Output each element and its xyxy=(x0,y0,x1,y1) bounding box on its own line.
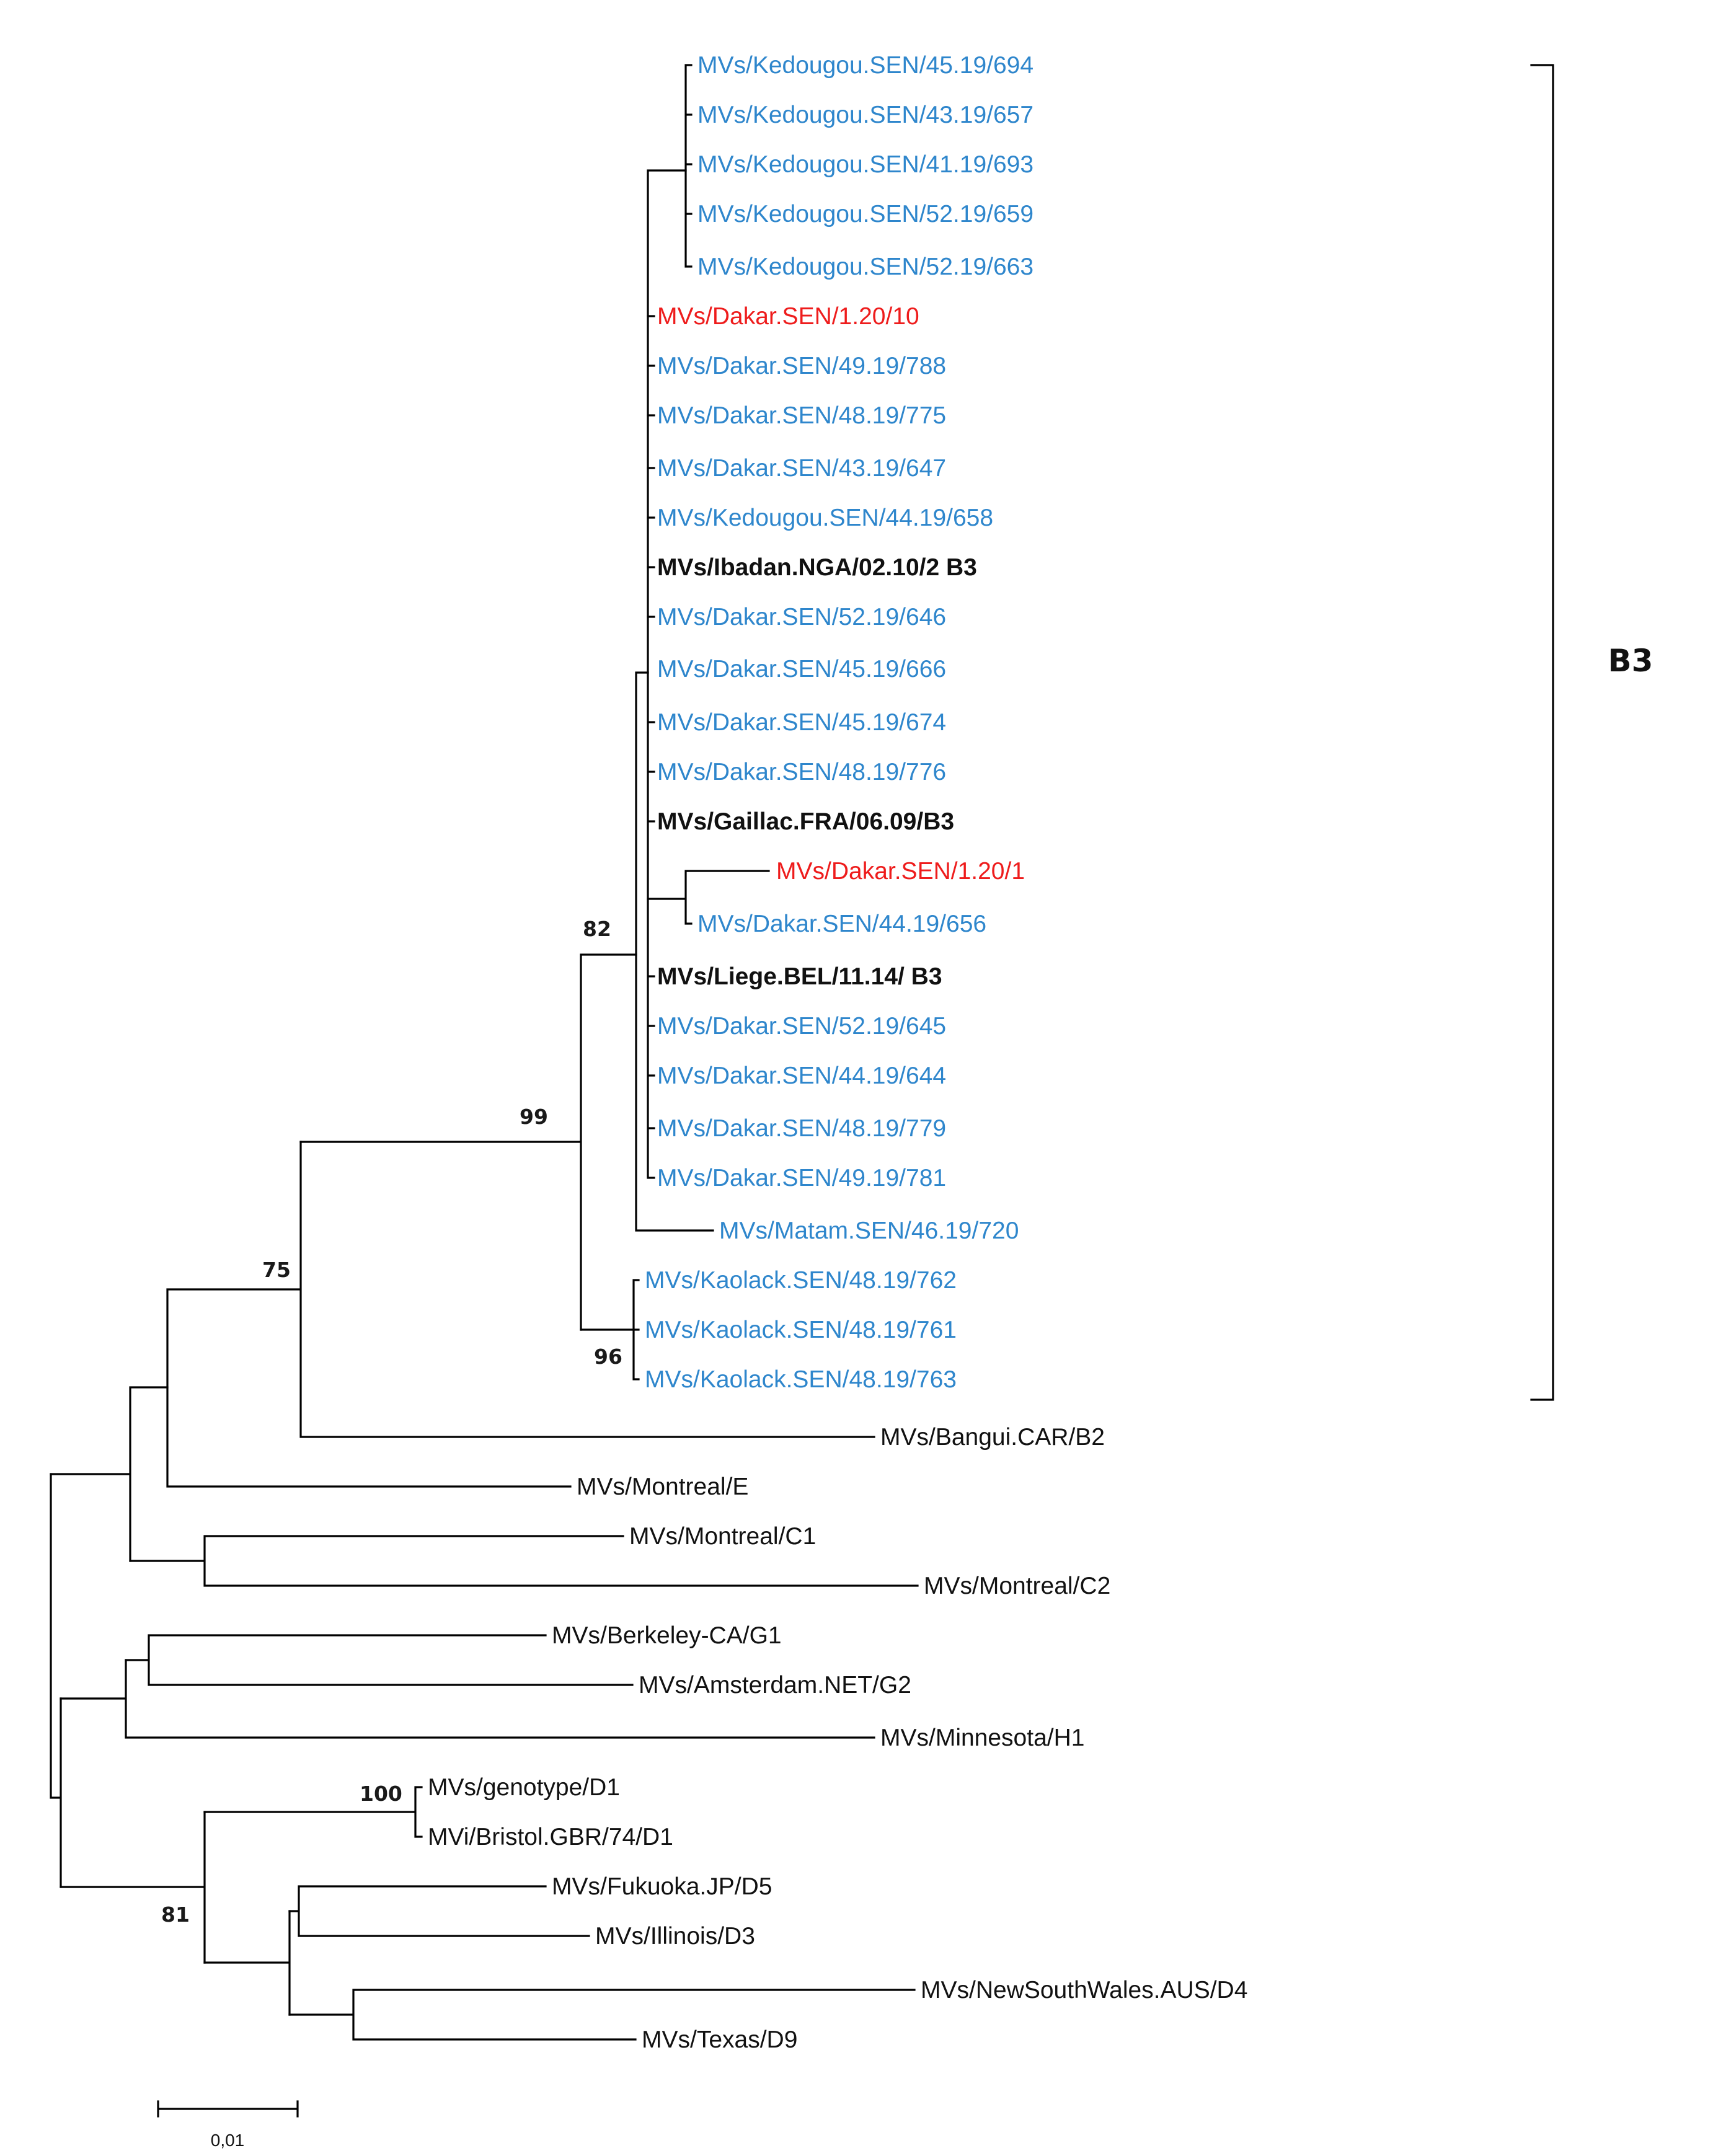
taxon-label: MVs/Kaolack.SEN/48.19/763 xyxy=(645,1366,957,1393)
branch-d1 xyxy=(203,1786,423,1838)
branch-kedougou-stem xyxy=(647,169,687,674)
taxon-label: MVs/Dakar.SEN/48.19/776 xyxy=(657,759,946,785)
taxon-label: MVs/Dakar.SEN/52.19/645 xyxy=(657,1013,946,1040)
taxon-label: MVi/Bristol.GBR/74/D1 xyxy=(428,1824,673,1850)
taxon-label: MVs/Montreal/C1 xyxy=(629,1523,816,1550)
taxon-label: MVs/Montreal/E xyxy=(577,1473,748,1500)
taxon-label: MVs/Liege.BEL/11.14/ B3 xyxy=(657,963,942,990)
branch-g-clade xyxy=(125,1634,634,1686)
branch-kedougou-cluster xyxy=(684,64,693,268)
bootstrap-96: 96 xyxy=(594,1345,622,1369)
scale-bar-line xyxy=(157,2100,299,2118)
taxon-label: MVs/Dakar.SEN/45.19/674 xyxy=(657,709,946,736)
branch-d-inner xyxy=(203,1910,291,2016)
taxon-label: MVs/Bangui.CAR/B2 xyxy=(880,1424,1105,1451)
scale-bar: 0,01 xyxy=(157,2100,299,2150)
taxon-label: MVs/Kaolack.SEN/48.19/761 xyxy=(645,1317,957,1343)
taxon-label: MVs/Gaillac.FRA/06.09/B3 xyxy=(657,808,954,835)
scale-bar-label: 0,01 xyxy=(211,2131,245,2150)
tree-branches xyxy=(50,64,919,2041)
branch-d5-d3 xyxy=(288,1885,590,1937)
taxon-label: MVs/Ibadan.NGA/02.10/2 B3 xyxy=(657,554,977,581)
taxon-label: MVs/Dakar.SEN/48.19/779 xyxy=(657,1115,946,1142)
bootstrap-82: 82 xyxy=(583,917,611,941)
branch-c-clade xyxy=(129,1535,919,1587)
taxon-label: MVs/Dakar.SEN/48.19/775 xyxy=(657,402,946,429)
branch-gh xyxy=(60,1659,875,1739)
taxon-label: MVs/Kaolack.SEN/48.19/762 xyxy=(645,1267,957,1294)
branch-dakar-pair xyxy=(647,870,770,925)
branch-node-81 xyxy=(60,1811,206,1964)
bootstrap-99: 99 xyxy=(520,1105,548,1129)
bootstrap-81: 81 xyxy=(161,1902,190,1927)
taxon-label: MVs/Illinois/D3 xyxy=(595,1923,755,1950)
branch-abce xyxy=(50,1386,169,1562)
taxon-label: MVs/Dakar.SEN/49.19/781 xyxy=(657,1165,946,1191)
taxon-label: MVs/Kedougou.SEN/52.19/659 xyxy=(697,201,1034,228)
taxon-label: MVs/Kedougou.SEN/41.19/693 xyxy=(697,151,1034,178)
taxon-label: MVs/Dakar.SEN/44.19/656 xyxy=(697,911,986,937)
taxon-label: MVs/Dakar.SEN/1.20/10 xyxy=(657,303,919,330)
taxon-label: MVs/Minnesota/H1 xyxy=(880,1725,1084,1751)
branch-node-75 xyxy=(166,1141,875,1488)
taxon-label: MVs/Dakar.SEN/1.20/1 xyxy=(776,858,1025,885)
taxon-label: MVs/Dakar.SEN/49.19/788 xyxy=(657,353,946,379)
branch-node-82 xyxy=(635,671,714,1232)
clade-label: B3 xyxy=(1608,643,1653,679)
taxon-label: MVs/Kedougou.SEN/44.19/658 xyxy=(657,505,993,531)
taxon-label: MVs/Amsterdam.NET/G2 xyxy=(639,1672,911,1699)
taxon-label: MVs/Kedougou.SEN/43.19/657 xyxy=(697,102,1034,128)
branch-main-polytomy xyxy=(647,315,655,1179)
taxon-labels: MVs/Kedougou.SEN/45.19/694 MVs/Kedougou.… xyxy=(428,52,1247,2053)
taxon-label: MVs/Fukuoka.JP/D5 xyxy=(552,1873,772,1900)
taxon-label: MVs/Kedougou.SEN/52.19/663 xyxy=(697,254,1034,280)
taxon-label: MVs/Dakar.SEN/52.19/646 xyxy=(657,604,946,630)
taxon-label: MVs/Dakar.SEN/45.19/666 xyxy=(657,656,946,683)
taxon-label: MVs/Dakar.SEN/44.19/644 xyxy=(657,1063,946,1089)
taxon-label: MVs/Matam.SEN/46.19/720 xyxy=(719,1217,1019,1244)
taxon-label: MVs/Kedougou.SEN/45.19/694 xyxy=(697,52,1034,79)
taxon-label: MVs/genotype/D1 xyxy=(428,1774,620,1801)
bootstrap-75: 75 xyxy=(262,1258,291,1282)
bootstrap-values: 82 99 75 96 100 81 xyxy=(161,917,622,1927)
taxon-label: MVs/Texas/D9 xyxy=(642,2026,797,2053)
bootstrap-100: 100 xyxy=(360,1782,402,1806)
branch-d4-d9 xyxy=(288,1989,916,2041)
taxon-label: MVs/Berkeley-CA/G1 xyxy=(552,1622,782,1649)
branch-kaolack xyxy=(580,1279,640,1381)
taxon-label: MVs/Montreal/C2 xyxy=(924,1573,1110,1599)
taxon-label: MVs/NewSouthWales.AUS/D4 xyxy=(921,1977,1247,2004)
taxon-label: MVs/Dakar.SEN/43.19/647 xyxy=(657,455,946,482)
branch-node-99 xyxy=(299,953,637,1331)
clade-bracket xyxy=(1530,64,1554,1401)
branch-root xyxy=(50,1473,62,1888)
